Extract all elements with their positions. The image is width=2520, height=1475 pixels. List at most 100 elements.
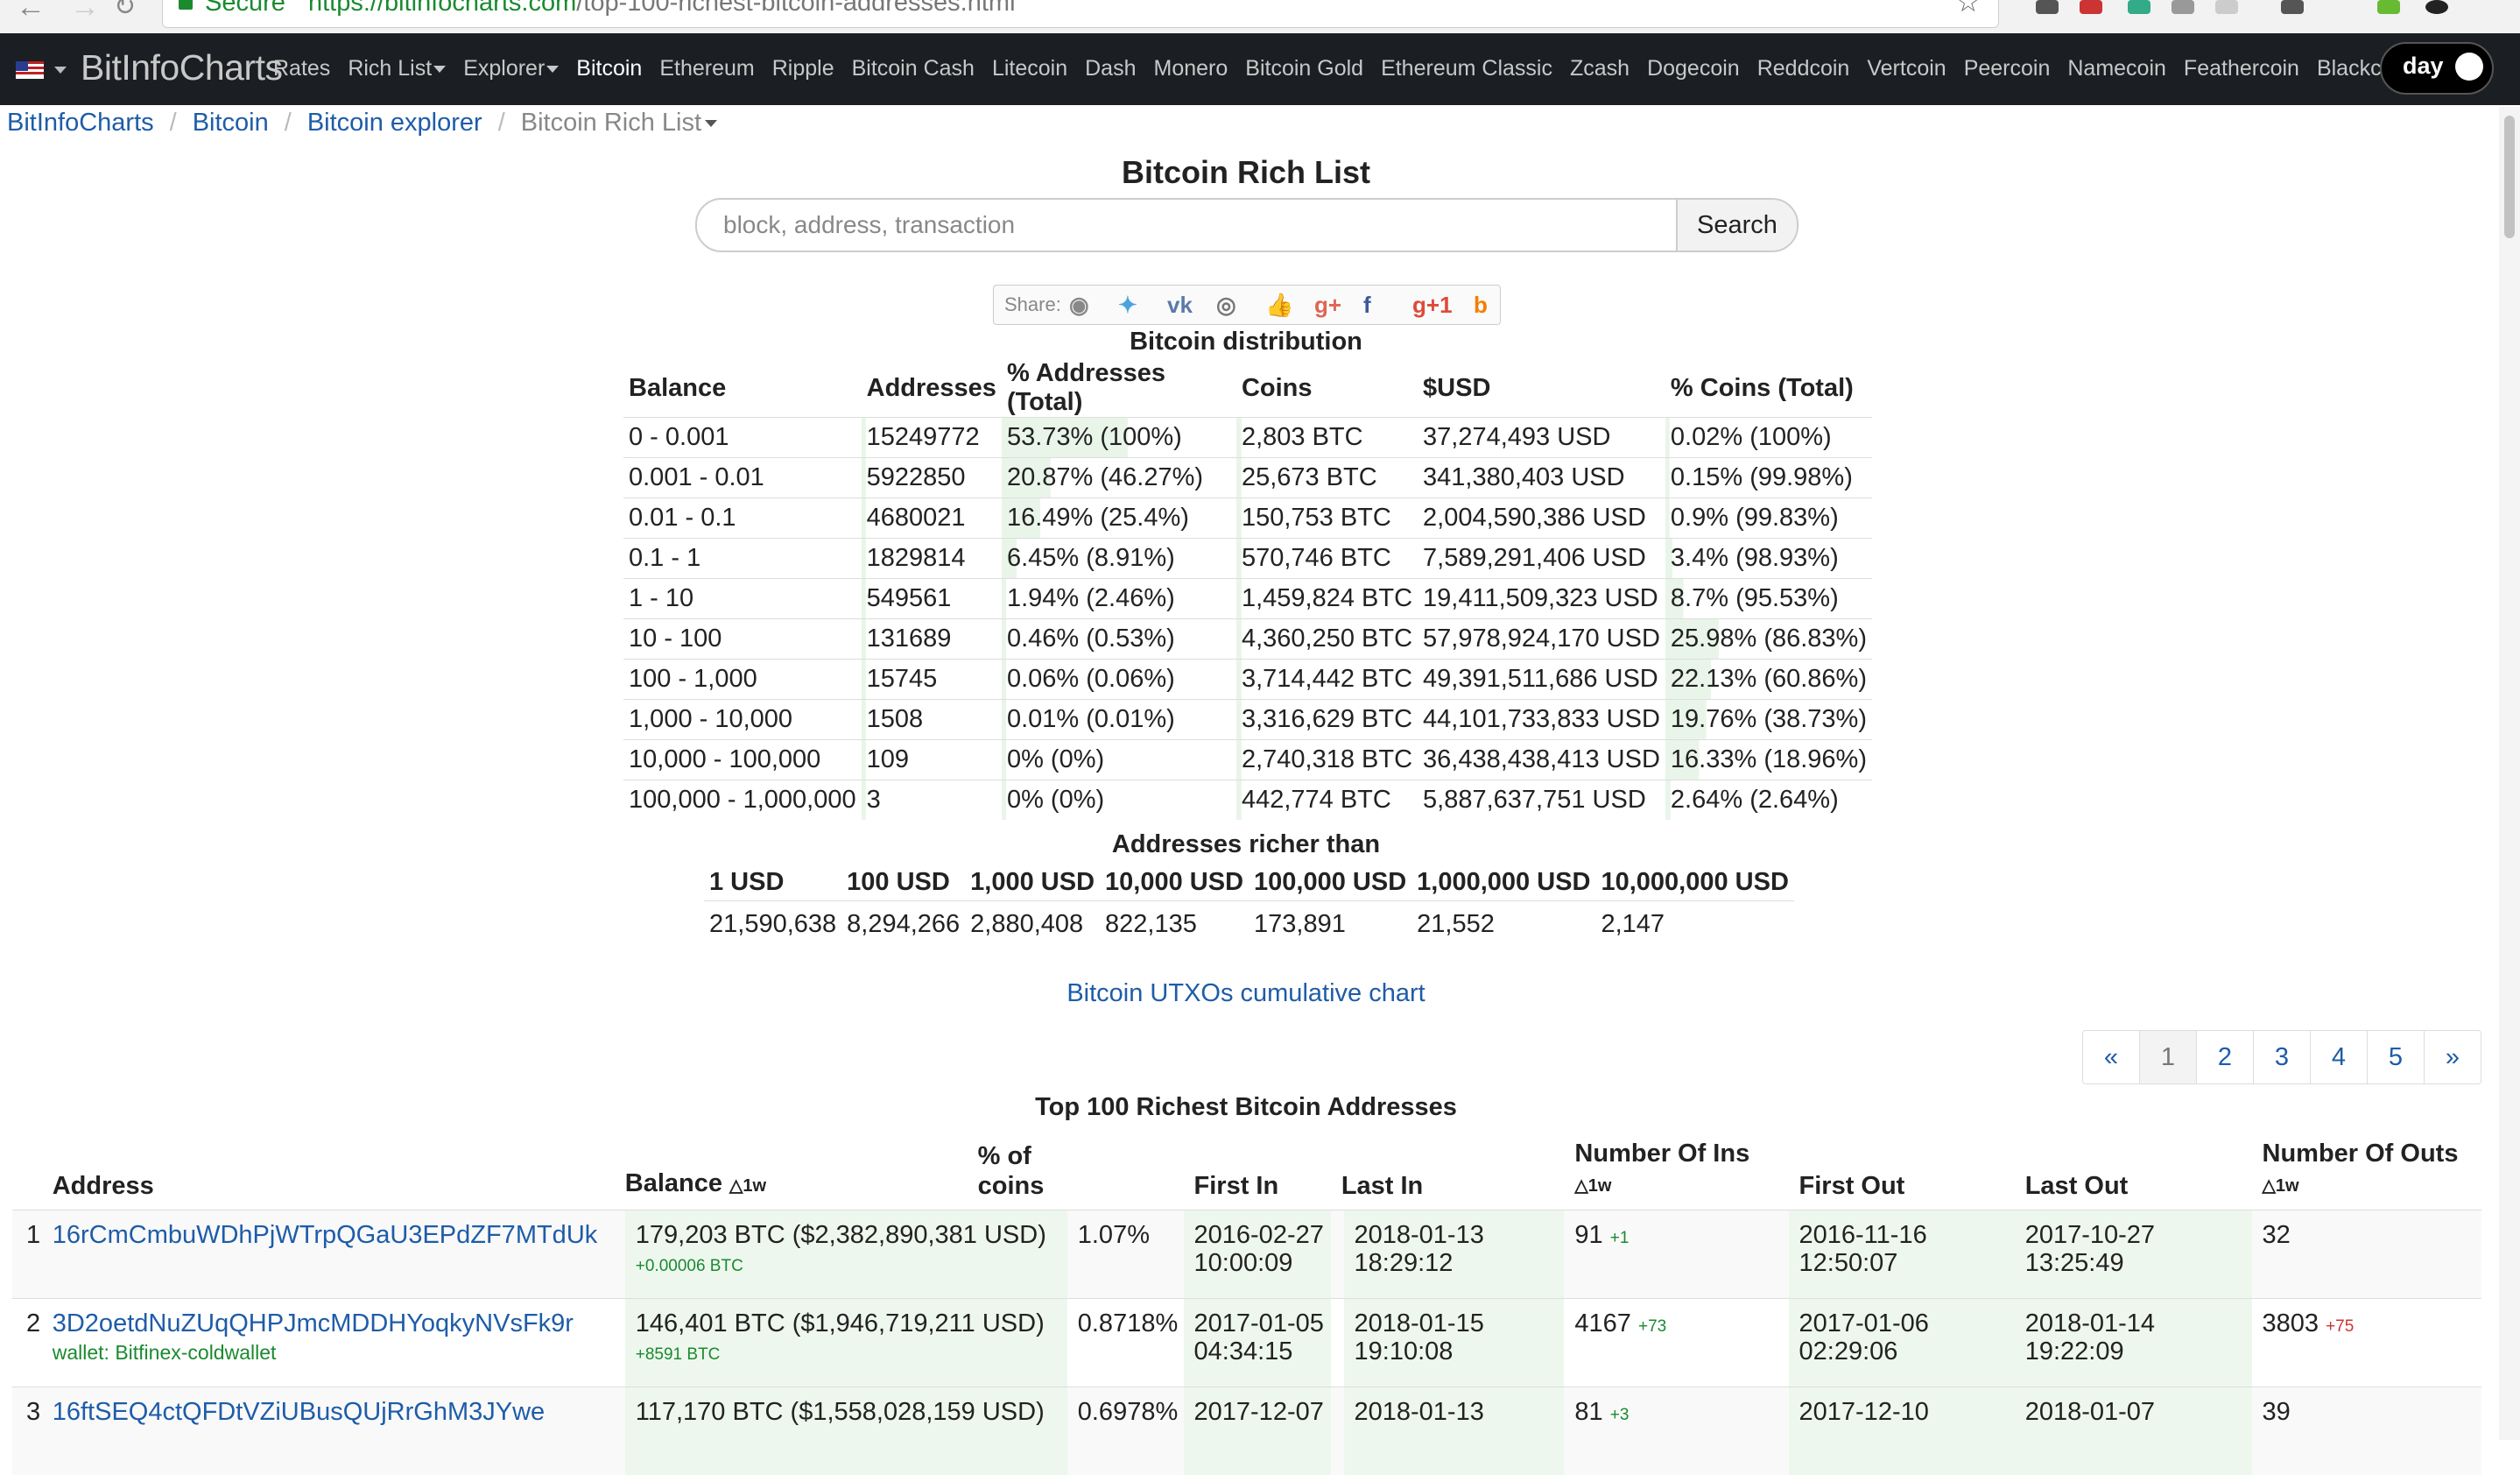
search-input[interactable] — [697, 200, 1693, 251]
facebook-icon[interactable]: f — [1363, 291, 1371, 319]
google-plus-one-icon[interactable]: g+1 — [1412, 291, 1453, 319]
back-arrow-icon[interactable]: ← — [16, 0, 46, 14]
col-ins[interactable]: Number Of Ins△1w — [1564, 1139, 1788, 1210]
page-link[interactable]: « — [2083, 1031, 2140, 1083]
table-cell: 2,803 BTC — [1236, 418, 1418, 458]
nav-link-rich-list[interactable]: Rich List — [348, 56, 432, 81]
nav-link-ethereum-classic[interactable]: Ethereum Classic — [1381, 56, 1552, 81]
chevron-down-icon[interactable] — [433, 66, 446, 73]
extension-icon[interactable] — [2281, 0, 2304, 14]
nav-link-dash[interactable]: Dash — [1085, 56, 1136, 81]
ins-cell: 91 +1 — [1564, 1210, 1788, 1299]
nav-link-dogecoin[interactable]: Dogecoin — [1647, 56, 1740, 81]
scrollbar-thumb[interactable] — [2504, 116, 2515, 238]
dist-header[interactable]: Addresses — [862, 359, 1002, 418]
reload-icon[interactable]: ↻ — [114, 0, 136, 14]
forward-arrow-icon[interactable]: → — [70, 0, 100, 14]
page-link[interactable]: 4 — [2311, 1031, 2368, 1083]
nav-link-bitcoin[interactable]: Bitcoin — [576, 56, 642, 81]
extension-icon[interactable] — [2377, 0, 2400, 14]
nav-link-monero[interactable]: Monero — [1154, 56, 1228, 81]
wallet-label[interactable]: wallet: Bitfinex-coldwallet — [53, 1341, 277, 1364]
utxo-chart-link[interactable]: Bitcoin UTXOs cumulative chart — [0, 979, 2492, 1008]
table-cell: 10 - 100 — [623, 619, 862, 660]
page-link[interactable]: 3 — [2254, 1031, 2311, 1083]
col-last-in[interactable]: Last In — [1331, 1139, 1565, 1210]
page-link[interactable]: » — [2425, 1031, 2481, 1083]
nav-link-peercoin[interactable]: Peercoin — [1964, 56, 2051, 81]
nav-link-zcash[interactable]: Zcash — [1570, 56, 1630, 81]
table-cell: 570,746 BTC — [1236, 539, 1418, 579]
nav-link-feathercoin[interactable]: Feathercoin — [2184, 56, 2299, 81]
search-button[interactable]: Search — [1676, 200, 1797, 251]
chevron-down-icon[interactable] — [705, 120, 717, 127]
nav-link-litecoin[interactable]: Litecoin — [992, 56, 1067, 81]
google-icon[interactable]: g+ — [1314, 291, 1341, 319]
address-cell: 16rCmCmbuWDhPjWTrpQGaU3EPdZF7MTdUk — [42, 1210, 625, 1299]
like-icon[interactable]: 👍 — [1265, 291, 1293, 319]
nav-link-ethereum[interactable]: Ethereum — [659, 56, 754, 81]
page-scrollbar[interactable] — [2499, 107, 2520, 1440]
address-link[interactable]: 3D2oetdNuZUqQHPJmcMDDHYoqkyNVsFk9r — [53, 1309, 574, 1337]
col-outs[interactable]: Number Of Outs△1w — [2252, 1139, 2482, 1210]
ins-cell: 81 +3 — [1564, 1387, 1788, 1475]
page-link[interactable]: 1 — [2140, 1031, 2197, 1083]
nav-link-namecoin[interactable]: Namecoin — [2067, 56, 2166, 81]
shield-icon[interactable] — [2425, 0, 2448, 14]
extension-icon[interactable] — [2128, 0, 2150, 14]
table-cell: 4680021 — [862, 498, 1002, 539]
weibo-icon[interactable]: ◎ — [1216, 291, 1236, 319]
breadcrumb-item-bitcoin[interactable]: Bitcoin — [193, 109, 269, 137]
page-link[interactable]: 5 — [2368, 1031, 2425, 1083]
nav-link-reddcoin[interactable]: Reddcoin — [1757, 56, 1850, 81]
table-cell: 1508 — [862, 700, 1002, 740]
nav-link-explorer[interactable]: Explorer — [463, 56, 545, 81]
nav-link-rates[interactable]: Rates — [273, 56, 330, 81]
extension-icon[interactable] — [2080, 0, 2102, 14]
col-last-out[interactable]: Last Out — [2015, 1139, 2252, 1210]
extension-icon[interactable] — [2036, 0, 2059, 14]
blogger-icon[interactable]: b — [1474, 291, 1488, 319]
col-address[interactable]: Address — [42, 1139, 625, 1210]
breadcrumb-item-explorer[interactable]: Bitcoin explorer — [307, 109, 482, 137]
chevron-down-icon[interactable] — [546, 66, 559, 73]
col-first-out[interactable]: First Out — [1789, 1139, 2015, 1210]
brand-logo[interactable]: BitInfoCharts — [81, 47, 283, 88]
col-first-in[interactable]: First In — [1184, 1139, 1331, 1210]
dist-header[interactable]: % Addresses (Total) — [1002, 359, 1236, 418]
dist-header[interactable]: Coins — [1236, 359, 1418, 418]
page-link[interactable]: 2 — [2197, 1031, 2254, 1083]
address-link[interactable]: 16rCmCmbuWDhPjWTrpQGaU3EPdZF7MTdUk — [53, 1221, 598, 1249]
spacer-cell — [1331, 1299, 1344, 1387]
site-navbar: BitInfoCharts Rates Rich List Explorer Bitc… — [0, 33, 2520, 105]
address-bar[interactable]: Secure https://bitinfocharts.com/top-100… — [162, 0, 1999, 28]
dist-header[interactable]: $USD — [1418, 359, 1665, 418]
breadcrumb-current[interactable]: Bitcoin Rich List — [521, 109, 701, 137]
extension-icon[interactable] — [2215, 0, 2238, 14]
bookmark-star-icon[interactable]: ☆ — [1955, 0, 1981, 18]
breadcrumb-item-bitinfocharts[interactable]: BitInfoCharts — [7, 109, 154, 137]
col-balance[interactable]: Balance △1w — [625, 1139, 968, 1210]
nav-link-bitcoin-cash[interactable]: Bitcoin Cash — [852, 56, 975, 81]
nav-link-vertcoin[interactable]: Vertcoin — [1867, 56, 1946, 81]
twitter-icon[interactable]: ✦ — [1118, 291, 1137, 319]
address-link[interactable]: 16ftSEQ4ctQFDtVZiUBusQUjRrGhM3JYwe — [53, 1398, 545, 1426]
table-cell: 6.45% (8.91%) — [1002, 539, 1236, 579]
table-cell: 25.98% (86.83%) — [1665, 619, 1872, 660]
table-cell: 0 - 0.001 — [623, 418, 862, 458]
chevron-down-icon[interactable] — [54, 67, 67, 74]
nav-link-bitcoin-gold[interactable]: Bitcoin Gold — [1245, 56, 1363, 81]
rss-icon[interactable] — [2172, 0, 2194, 14]
us-flag-icon[interactable] — [16, 61, 44, 79]
dist-header[interactable]: Balance — [623, 359, 862, 418]
reddit-icon[interactable]: ◉ — [1069, 291, 1089, 319]
day-night-toggle[interactable]: day — [2380, 42, 2494, 95]
nav-link-ripple[interactable]: Ripple — [772, 56, 834, 81]
vk-icon[interactable]: vk — [1167, 291, 1193, 319]
dist-header[interactable]: % Coins (Total) — [1665, 359, 1872, 418]
